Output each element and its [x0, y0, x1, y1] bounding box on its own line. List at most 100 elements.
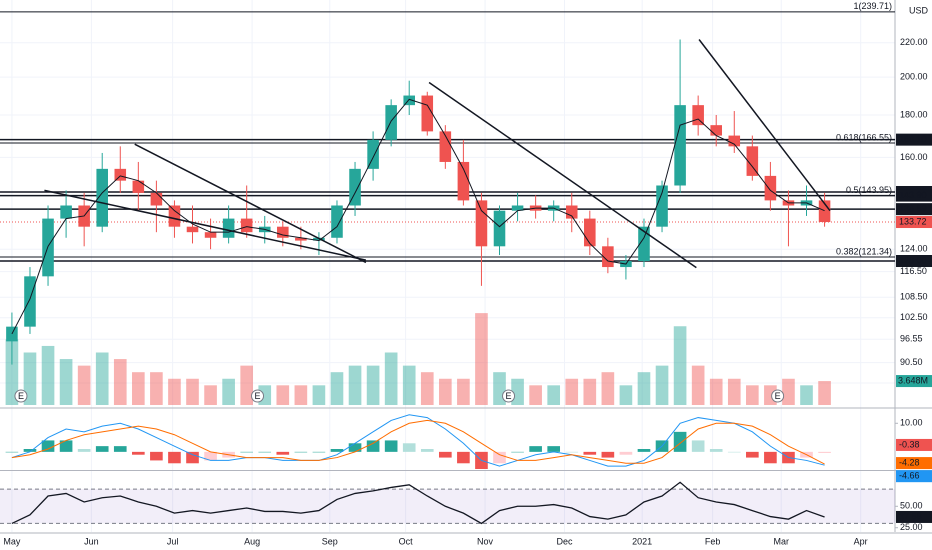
macd-histogram-bar [746, 451, 759, 458]
y-tick-label: 96.55 [900, 334, 923, 344]
macd-histogram-bar [384, 440, 398, 452]
currency: USD [909, 5, 929, 15]
indicator-label-box [896, 470, 932, 483]
y-tick-label: 200.00 [900, 71, 928, 81]
candle-body [818, 200, 831, 223]
volume-bar [673, 326, 687, 405]
candle-body [584, 218, 596, 247]
moving-average [11, 98, 825, 335]
macd-histogram-bar [23, 449, 37, 452]
candle-body [277, 226, 289, 238]
volume-bar [547, 385, 561, 405]
x-tick-label: May [3, 536, 21, 546]
candle-body [222, 218, 235, 238]
earnings-label: E [255, 391, 261, 401]
price-label: 143.90 [899, 190, 927, 200]
volume-bar [240, 365, 254, 405]
x-tick-label: Mar [773, 536, 789, 546]
candle-body [24, 276, 36, 327]
volume-bar [384, 352, 398, 405]
indicator-label: -4.28 [899, 457, 920, 467]
volume-bar [348, 365, 362, 405]
price-label: 120.00 [899, 255, 927, 265]
y-tick-label: 90.50 [900, 357, 923, 367]
price-label-box [896, 133, 932, 146]
volume-bar [655, 365, 669, 405]
macd-histogram-bar [619, 451, 633, 455]
macd-histogram-bar [420, 449, 434, 452]
y-tick-label: 220.00 [900, 37, 928, 47]
candle-body [204, 232, 217, 238]
volume-bar [782, 378, 795, 405]
volume-bar [800, 385, 813, 405]
candle-body [240, 218, 253, 233]
candle-body [150, 192, 163, 206]
macd-line [11, 414, 825, 467]
earnings-marker [502, 389, 516, 403]
rsi-tick-label: 50.00 [900, 501, 923, 511]
volume-bar [113, 359, 127, 405]
indicator-label: -0.38 [899, 439, 920, 449]
candle-body [710, 125, 722, 136]
x-tick-label: Jul [167, 536, 179, 546]
volume-bar [276, 385, 290, 405]
candle-body [6, 326, 18, 342]
macd-histogram-bar [691, 440, 705, 452]
macd-histogram-bar [727, 451, 741, 453]
rsi-line [11, 481, 825, 525]
volume-bar [619, 385, 633, 405]
volume-bar [637, 372, 651, 405]
candle-body [403, 95, 415, 106]
volume-label-box [896, 375, 932, 388]
candle-body [656, 185, 668, 227]
price-label-box [896, 255, 932, 268]
macd-histogram-bar [348, 443, 362, 452]
candle-body [638, 226, 650, 262]
indicator-label-box [896, 438, 932, 451]
price-label: 133.72 [899, 216, 927, 226]
y-tick-label: 108.50 [900, 292, 928, 302]
x-tick-label: Aug [244, 536, 260, 546]
price-label-box [896, 203, 932, 216]
candle-body [132, 180, 145, 193]
macd-histogram-bar [59, 440, 73, 452]
volume-bar [222, 378, 235, 405]
volume-bar [132, 372, 145, 405]
volume-bar [95, 352, 109, 405]
macd-histogram-bar [186, 451, 199, 464]
x-tick-label: Sep [322, 536, 338, 546]
macd-histogram-bar [637, 449, 651, 452]
macd-histogram-bar [673, 431, 687, 452]
macd-histogram-bar [709, 449, 723, 452]
candle-body [746, 146, 759, 176]
volume-bar [601, 372, 615, 405]
volume-bar [709, 378, 723, 405]
volume-bar [565, 378, 579, 405]
macd-histogram-bar [493, 451, 506, 464]
candle-body [602, 246, 614, 268]
volume-bar [746, 385, 759, 405]
macd-histogram-bar [439, 451, 452, 458]
macd-histogram-bar [330, 449, 344, 452]
macd-histogram-bar [818, 451, 831, 453]
macd-histogram-bar [294, 451, 308, 453]
x-tick-label: Nov [477, 536, 494, 546]
volume-bar [330, 372, 344, 405]
indicator-label-box [896, 510, 932, 523]
candle-body [692, 105, 704, 126]
indicator-label: -4.66 [899, 471, 920, 481]
volume-bar [41, 345, 55, 405]
volume-bar [727, 378, 741, 405]
macd-histogram-bar [240, 451, 254, 453]
candle-body [764, 175, 777, 201]
macd-histogram-bar [113, 446, 127, 452]
candle-body [60, 205, 72, 219]
volume-bar [23, 352, 37, 405]
macd-histogram-bar [168, 451, 181, 464]
macd-histogram-bar [150, 451, 163, 461]
candle-body [475, 200, 488, 247]
candle-body [565, 205, 578, 219]
volume-bar [457, 378, 470, 405]
volume-bar [439, 378, 452, 405]
